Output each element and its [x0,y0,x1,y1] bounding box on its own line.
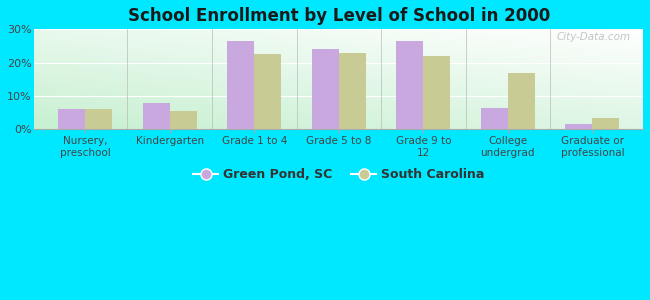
Bar [481,108,508,129]
Title: School Enrollment by Level of School in 2000: School Enrollment by Level of School in … [127,7,550,25]
Bar [142,103,170,129]
Bar [312,49,339,129]
Bar [227,41,254,129]
Bar [566,124,592,129]
Bar [254,54,281,129]
Bar [423,56,450,129]
Bar [396,41,423,129]
Bar [58,109,85,129]
Bar [85,109,112,129]
Bar [592,118,619,129]
Bar [508,73,535,129]
Bar [339,52,366,129]
Text: City-Data.com: City-Data.com [557,32,631,42]
Bar [170,111,197,129]
Legend: Green Pond, SC, South Carolina: Green Pond, SC, South Carolina [193,168,484,181]
